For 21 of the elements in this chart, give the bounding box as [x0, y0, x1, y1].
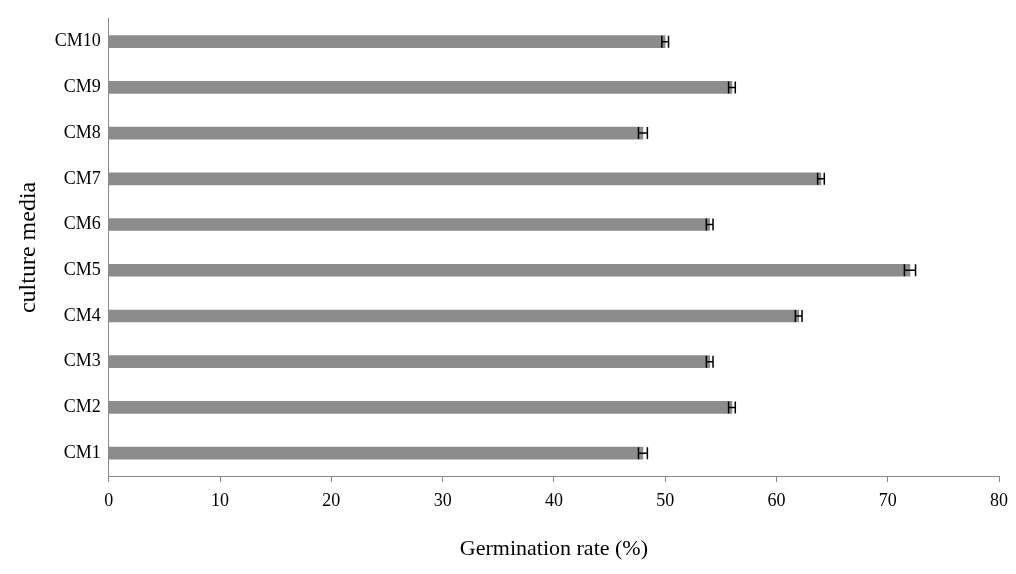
x-tick-label: 20 — [322, 489, 341, 510]
y-tick-label: CM4 — [63, 304, 101, 325]
y-tick-label: CM7 — [63, 167, 101, 188]
x-tick-label: 30 — [433, 489, 452, 510]
x-tick-label: 60 — [767, 489, 786, 510]
y-axis-title: culture media — [13, 181, 40, 314]
x-tick-label: 40 — [544, 489, 563, 510]
y-tick-label: CM5 — [63, 258, 101, 279]
y-tick-label: CM10 — [54, 30, 101, 51]
y-tick-label: CM8 — [63, 121, 101, 142]
x-tick-label: 80 — [990, 489, 1008, 510]
x-tick-label: 70 — [878, 489, 897, 510]
y-tick-label: CM2 — [63, 396, 101, 417]
y-tick-label: CM3 — [63, 350, 101, 371]
x-tick-label: 10 — [211, 489, 230, 510]
y-tick-label: CM6 — [63, 213, 101, 234]
y-tick-label: CM1 — [63, 441, 101, 462]
y-tick-label: CM9 — [63, 76, 101, 97]
x-axis-title: Germination rate (%) — [459, 534, 648, 560]
x-tick-label: 0 — [104, 489, 114, 510]
x-tick-label: 50 — [656, 489, 675, 510]
